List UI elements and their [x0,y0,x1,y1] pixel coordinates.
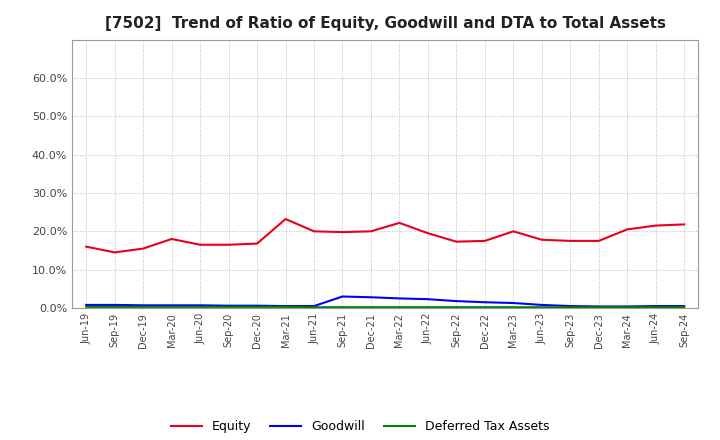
Deferred Tax Assets [537,304,546,310]
Equity [509,229,518,234]
Goodwill [310,304,318,309]
Deferred Tax Assets [310,304,318,310]
Equity [480,238,489,244]
Deferred Tax Assets [480,304,489,310]
Deferred Tax Assets [652,304,660,310]
Deferred Tax Assets [680,304,688,310]
Deferred Tax Assets [509,304,518,310]
Title: [7502]  Trend of Ratio of Equity, Goodwill and DTA to Total Assets: [7502] Trend of Ratio of Equity, Goodwil… [104,16,666,32]
Goodwill [509,301,518,306]
Line: Equity: Equity [86,219,684,253]
Goodwill [338,294,347,299]
Line: Goodwill: Goodwill [86,297,684,307]
Deferred Tax Assets [566,304,575,310]
Deferred Tax Assets [366,304,375,310]
Goodwill [225,303,233,308]
Deferred Tax Assets [82,304,91,309]
Deferred Tax Assets [338,304,347,310]
Goodwill [282,304,290,309]
Equity [566,238,575,244]
Deferred Tax Assets [452,304,461,310]
Equity [623,227,631,232]
Deferred Tax Assets [196,304,204,309]
Goodwill [110,302,119,308]
Equity [423,231,432,236]
Goodwill [680,304,688,309]
Goodwill [623,304,631,309]
Equity [680,222,688,227]
Goodwill [423,297,432,302]
Goodwill [480,300,489,305]
Goodwill [167,303,176,308]
Deferred Tax Assets [423,304,432,310]
Equity [366,229,375,234]
Equity [282,216,290,222]
Goodwill [452,298,461,304]
Equity [652,223,660,228]
Goodwill [395,296,404,301]
Legend: Equity, Goodwill, Deferred Tax Assets: Equity, Goodwill, Deferred Tax Assets [166,415,554,438]
Goodwill [82,302,91,308]
Equity [196,242,204,247]
Goodwill [253,303,261,308]
Goodwill [566,304,575,309]
Equity [537,237,546,242]
Equity [110,250,119,255]
Equity [452,239,461,244]
Deferred Tax Assets [623,304,631,310]
Equity [225,242,233,247]
Deferred Tax Assets [595,304,603,310]
Equity [395,220,404,226]
Deferred Tax Assets [253,304,261,309]
Equity [310,229,318,234]
Equity [167,236,176,242]
Equity [338,229,347,235]
Goodwill [595,304,603,309]
Equity [139,246,148,251]
Deferred Tax Assets [110,304,119,309]
Goodwill [537,302,546,308]
Goodwill [196,303,204,308]
Deferred Tax Assets [395,304,404,310]
Equity [253,241,261,246]
Equity [595,238,603,244]
Equity [82,244,91,249]
Deferred Tax Assets [167,304,176,309]
Deferred Tax Assets [282,304,290,309]
Goodwill [652,304,660,309]
Deferred Tax Assets [139,304,148,309]
Goodwill [139,303,148,308]
Deferred Tax Assets [225,304,233,309]
Goodwill [366,295,375,300]
